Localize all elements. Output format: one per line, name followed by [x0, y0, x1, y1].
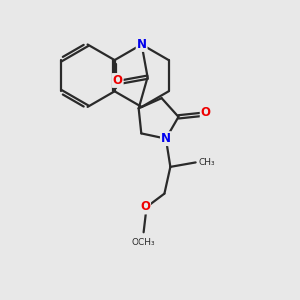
Text: OCH₃: OCH₃ — [132, 238, 155, 247]
Text: N: N — [136, 38, 147, 51]
Text: O: O — [140, 200, 150, 214]
Text: O: O — [201, 106, 211, 119]
Text: O: O — [113, 74, 123, 87]
Text: CH₃: CH₃ — [198, 158, 214, 167]
Text: N: N — [161, 132, 171, 145]
